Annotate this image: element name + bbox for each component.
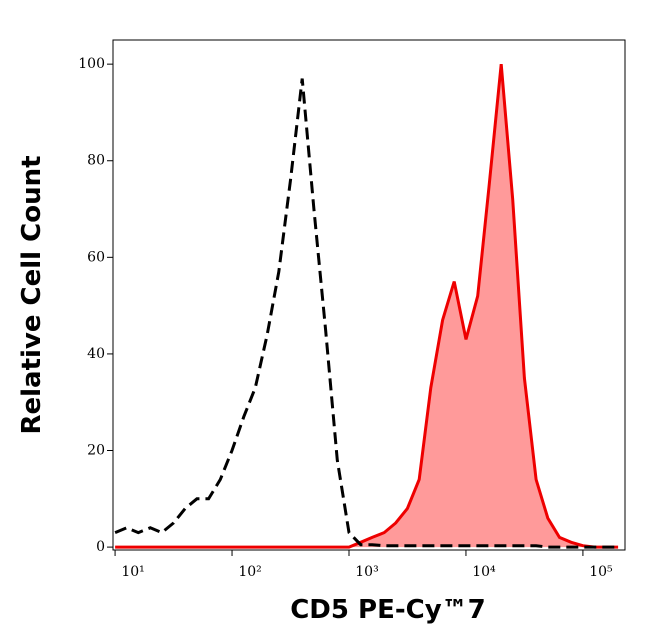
- y-tick-label: 60: [87, 249, 105, 265]
- x-tick-label: 10¹: [121, 564, 144, 580]
- x-axis-title: CD5 PE-Cy™7: [290, 595, 486, 625]
- line: [114, 78, 619, 549]
- area: [115, 64, 619, 548]
- y-tick-label: 100: [78, 56, 105, 72]
- y-tick-label: 80: [87, 153, 105, 169]
- x-tick-label: 10²: [238, 564, 261, 580]
- y-axis-title: Relative Cell Count: [17, 155, 47, 434]
- x-tick-label: 10⁴: [472, 564, 496, 580]
- line: [115, 63, 619, 549]
- y-tick-label: 20: [87, 443, 105, 459]
- y-tick-label: 0: [96, 539, 105, 555]
- x-tick-label: 10⁵: [589, 564, 613, 580]
- plot-frame: [112, 39, 626, 551]
- x-tick-label: 10³: [355, 564, 378, 580]
- y-tick-label: 40: [87, 346, 105, 362]
